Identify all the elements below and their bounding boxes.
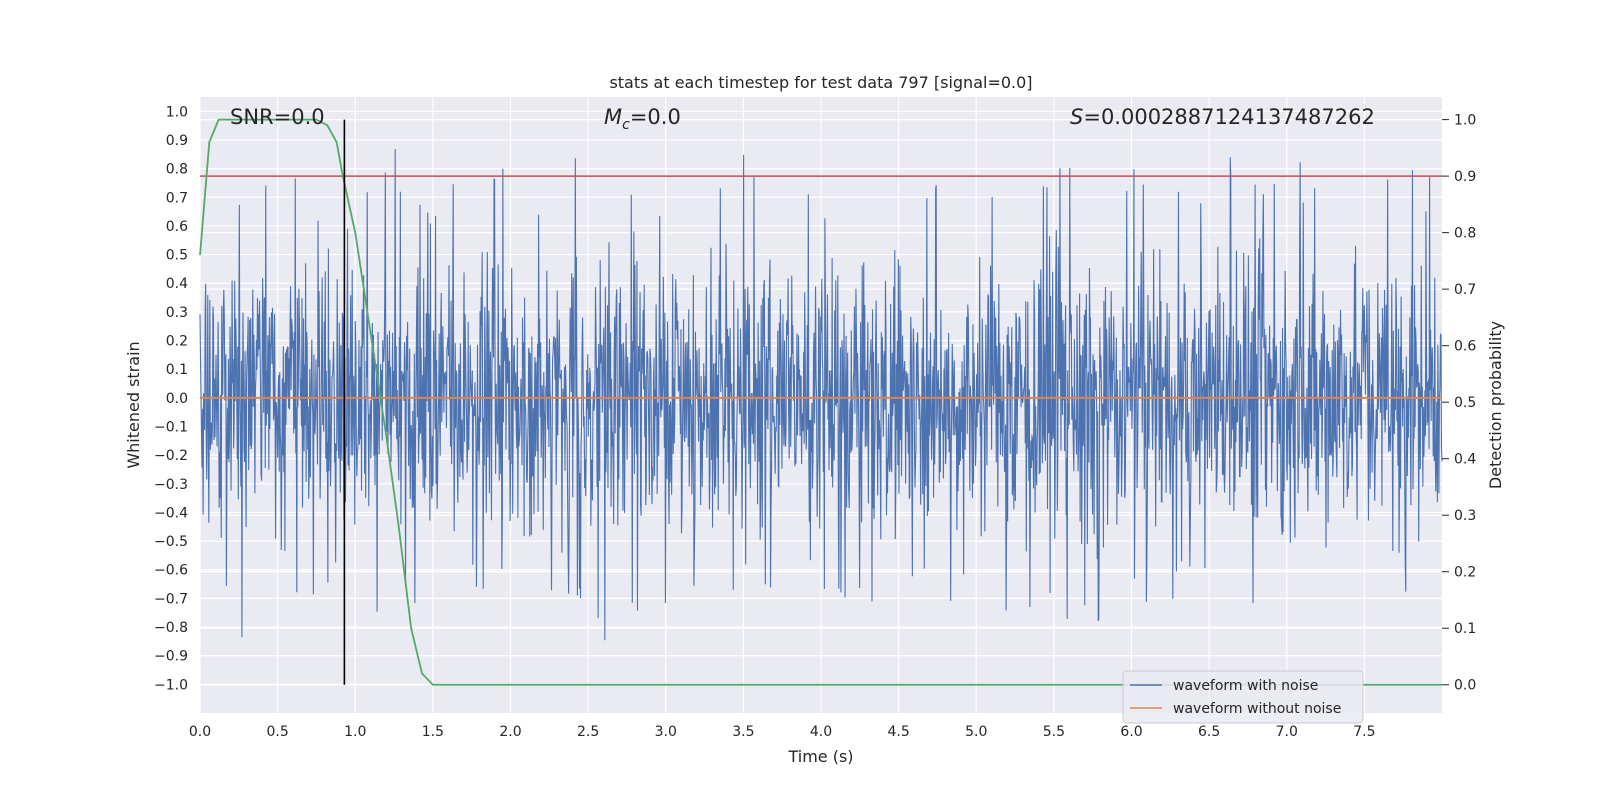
noise-waveform-line bbox=[199, 148, 1443, 641]
y-tick-label-5: 0.5 bbox=[166, 248, 188, 264]
y2-tick-label-9: 0.1 bbox=[1454, 621, 1476, 637]
series-detection-probability bbox=[199, 118, 1442, 686]
y2-tick-label-4: 0.6 bbox=[1454, 339, 1476, 355]
y-tick-label-6: 0.4 bbox=[166, 276, 188, 292]
y2-tick-label-5: 0.5 bbox=[1454, 395, 1476, 411]
y-tick-label-17: −0.7 bbox=[154, 591, 188, 607]
x-tick-label-4: 2.0 bbox=[499, 724, 521, 740]
y2-tick-label-10: 0.0 bbox=[1454, 678, 1476, 694]
x-tick-label-12: 6.0 bbox=[1120, 724, 1142, 740]
y-tick-label-0: 1.0 bbox=[166, 104, 188, 120]
s-value: =0.0002887124137487262 bbox=[1083, 105, 1375, 129]
y-gridlines bbox=[200, 110, 1442, 685]
y-tick-label-16: −0.6 bbox=[154, 563, 188, 579]
y2-tick-label-7: 0.3 bbox=[1454, 508, 1476, 524]
y-tick-label-20: −1.0 bbox=[154, 677, 188, 693]
x-tick-label-10: 5.0 bbox=[965, 724, 987, 740]
y-tick-label-1: 0.9 bbox=[166, 133, 188, 149]
y-tick-label-11: −0.1 bbox=[154, 419, 188, 435]
x-tick-label-9: 4.5 bbox=[887, 724, 909, 740]
x-tick-label-11: 5.5 bbox=[1043, 724, 1065, 740]
y2-tick-label-6: 0.4 bbox=[1454, 452, 1476, 468]
y-axis-label: Whitened strain bbox=[124, 341, 143, 468]
y-tick-label-7: 0.3 bbox=[166, 305, 188, 321]
x-tick-label-1: 0.5 bbox=[266, 724, 288, 740]
y-tick-label-2: 0.8 bbox=[166, 162, 188, 178]
legend-label-noise: waveform with noise bbox=[1173, 678, 1318, 694]
chart-title: stats at each timestep for test data 797… bbox=[609, 73, 1032, 92]
legend-box bbox=[1122, 670, 1364, 724]
y-tick-label-9: 0.1 bbox=[166, 362, 188, 378]
y-tick-label-10: 0.0 bbox=[166, 391, 188, 407]
legend: waveform with noise waveform without noi… bbox=[1122, 670, 1364, 724]
y2-tick-label-3: 0.7 bbox=[1454, 282, 1476, 298]
y-tick-label-19: −0.9 bbox=[154, 649, 188, 665]
x-tick-label-3: 1.5 bbox=[422, 724, 444, 740]
snr-annotation: SNR=0.0 bbox=[230, 105, 325, 129]
s-symbol: S bbox=[1070, 105, 1083, 129]
y2-tick-label-1: 0.9 bbox=[1454, 169, 1476, 185]
significance-annotation: S=0.0002887124137487262 bbox=[1070, 105, 1375, 129]
legend-label-clean: waveform without noise bbox=[1173, 701, 1341, 717]
y-tick-label-4: 0.6 bbox=[166, 219, 188, 235]
detection-probability-line bbox=[199, 118, 1442, 686]
x-tick-label-15: 7.5 bbox=[1353, 724, 1375, 740]
y2-axis-label: Detection probability bbox=[1486, 321, 1505, 489]
x-axis-label: Time (s) bbox=[787, 747, 853, 766]
mc-value: =0.0 bbox=[630, 105, 681, 129]
y2-tick-label-8: 0.2 bbox=[1454, 565, 1476, 581]
y2-tick-label-0: 1.0 bbox=[1454, 113, 1476, 129]
x-tick-label-6: 3.0 bbox=[655, 724, 677, 740]
x-tick-label-0: 0.0 bbox=[189, 724, 211, 740]
x-tick-label-13: 6.5 bbox=[1198, 724, 1220, 740]
y-tick-label-14: −0.4 bbox=[154, 505, 188, 521]
mc-subscript: c bbox=[622, 117, 630, 133]
y2-tick-labels: 1.0 0.9 0.8 0.7 0.6 0.5 0.4 0.3 0.2 0.1 0.0 bbox=[1442, 113, 1476, 694]
x-tick-label-5: 2.5 bbox=[577, 724, 599, 740]
x-tick-label-7: 3.5 bbox=[732, 724, 754, 740]
x-tick-label-14: 7.0 bbox=[1276, 724, 1298, 740]
x-tick-labels: 0.0 0.5 1.0 1.5 2.0 2.5 3.0 3.5 4.0 4.5 5.0 5.5 6.0 6… bbox=[189, 724, 1376, 740]
y-tick-label-13: −0.3 bbox=[154, 477, 188, 493]
x-tick-label-2: 1.0 bbox=[344, 724, 366, 740]
y-tick-labels: 1.0 0.9 0.8 0.7 0.6 0.5 0.4 0.3 0.2 0.1 0.0 −0.1 −0.… bbox=[154, 104, 188, 693]
x-tick-label-8: 4.0 bbox=[810, 724, 832, 740]
series-waveform-with-noise bbox=[199, 148, 1443, 641]
y-tick-label-15: −0.5 bbox=[154, 534, 188, 550]
y2-tick-label-2: 0.8 bbox=[1454, 226, 1476, 242]
y-tick-label-12: −0.2 bbox=[154, 448, 188, 464]
chirp-mass-annotation: Mc=0.0 bbox=[604, 105, 681, 133]
y-tick-label-3: 0.7 bbox=[166, 190, 188, 206]
y-tick-label-8: 0.2 bbox=[166, 334, 188, 350]
y-tick-label-18: −0.8 bbox=[154, 620, 188, 636]
mc-symbol: M bbox=[604, 105, 622, 129]
